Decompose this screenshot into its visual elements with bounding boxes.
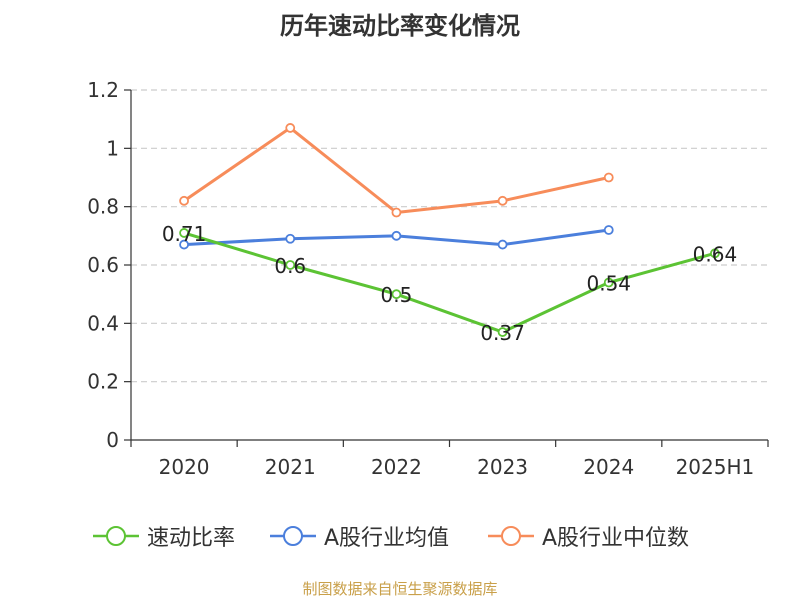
- data-point: [179, 195, 189, 206]
- legend: 速动比率 A股行业均值 A股行业中位数: [0, 518, 800, 554]
- legend-label: A股行业中位数: [542, 526, 690, 551]
- data-point: [391, 289, 402, 300]
- x-tick-label: 2025H1: [676, 455, 755, 479]
- chart-title: 历年速动比率变化情况: [280, 12, 520, 40]
- series-line: [183, 126, 610, 214]
- axes: 0 0.2 0.4 0.6 0.8 1 1.2 2020 2021 2022 2023 2024 202…: [87, 78, 769, 479]
- y-tick-label: 0: [106, 428, 119, 452]
- legend-item-industry-median[interactable]: A股行业中位数: [488, 518, 689, 554]
- y-tick-label: 0.2: [87, 370, 119, 394]
- y-tick-label: 0.6: [87, 253, 119, 277]
- series-line: [183, 231, 716, 334]
- x-tick-label: 2020: [159, 455, 210, 479]
- data-point: [179, 228, 189, 238]
- data-label: 0.64: [693, 242, 738, 266]
- data-labels: 0.71 0.6 0.5 0.37 0.54 0.64: [162, 222, 737, 345]
- data-point: [603, 277, 614, 288]
- data-point: [603, 172, 614, 183]
- data-point: [497, 239, 508, 250]
- legend-marker-quick-ratio: [93, 526, 139, 546]
- x-tick-label: 2024: [583, 455, 634, 479]
- y-tick-label: 0.4: [87, 311, 119, 335]
- x-tick-label: 2023: [477, 455, 528, 479]
- grid-lines: [131, 89, 768, 383]
- y-tick-label: 1.2: [87, 78, 119, 102]
- data-point: [497, 327, 508, 337]
- legend-item-industry-average[interactable]: A股行业均值: [270, 518, 449, 554]
- legend-label: 速动比率: [147, 526, 236, 551]
- data-point: [391, 207, 402, 218]
- data-label: 0.37: [480, 321, 525, 345]
- data-label: 0.5: [381, 283, 413, 307]
- data-point: [285, 123, 296, 133]
- data-point: [391, 230, 402, 241]
- data-point: [497, 195, 508, 206]
- y-tick-label: 1: [106, 136, 119, 160]
- data-point: [710, 248, 720, 259]
- data-label: 0.71: [162, 222, 207, 246]
- data-label: 0.6: [274, 254, 306, 278]
- y-tick-label: 0.8: [87, 195, 119, 219]
- data-label: 0.54: [586, 272, 631, 296]
- legend-label: A股行业均值: [324, 526, 450, 551]
- x-tick-label: 2022: [371, 455, 422, 479]
- x-tick-label: 2021: [265, 455, 316, 479]
- legend-marker-industry-median: [488, 526, 534, 546]
- legend-marker-industry-average: [270, 526, 316, 546]
- data-point: [285, 260, 296, 270]
- legend-item-quick-ratio[interactable]: 速动比率: [93, 518, 235, 554]
- series-lines: [179, 123, 720, 337]
- data-point: [603, 225, 614, 235]
- data-point: [285, 233, 296, 244]
- source-note: 制图数据来自恒生聚源数据库: [302, 580, 498, 598]
- data-point: [179, 239, 189, 250]
